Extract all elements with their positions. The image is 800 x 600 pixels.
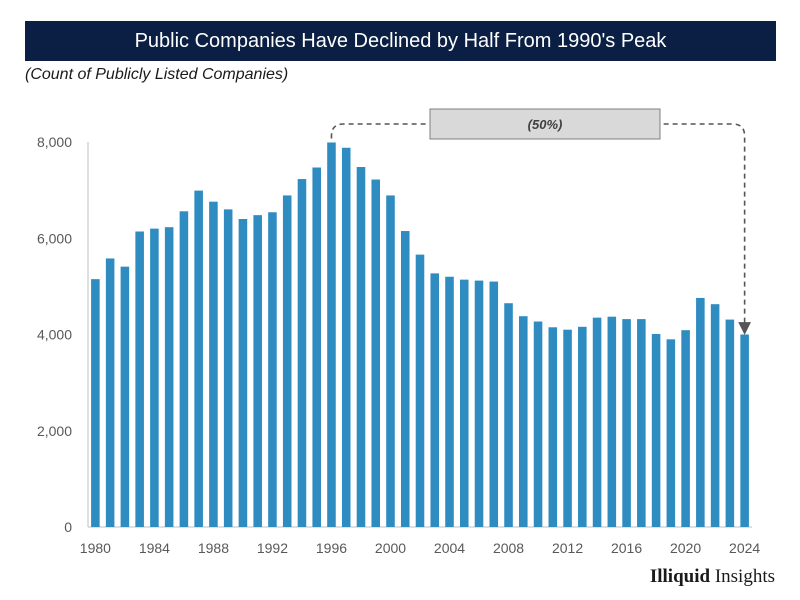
bar-1984 xyxy=(150,228,159,527)
bar-1986 xyxy=(179,211,189,528)
decline-callout-label: (50%) xyxy=(528,117,563,132)
chart-title: Public Companies Have Declined by Half F… xyxy=(134,29,667,52)
bar-2010 xyxy=(533,321,543,527)
x-tick-label: 1988 xyxy=(198,540,229,556)
x-tick-label: 2020 xyxy=(670,540,701,556)
decline-callout-box xyxy=(429,108,661,140)
bar-2008 xyxy=(504,303,513,527)
bar-2005 xyxy=(459,279,469,527)
bar-1995 xyxy=(312,167,321,527)
bar-1996 xyxy=(327,142,336,527)
bar-2002 xyxy=(415,254,425,528)
bar-2021 xyxy=(696,297,705,527)
x-tick-label: 2000 xyxy=(375,540,406,556)
bar-1981 xyxy=(105,258,115,527)
x-tick-label: 1996 xyxy=(316,540,347,556)
bar-2011 xyxy=(548,327,558,527)
bar-2018 xyxy=(651,334,661,527)
bar-2019 xyxy=(666,339,676,527)
bar-2015 xyxy=(607,316,617,527)
bar-1993 xyxy=(282,195,292,527)
bar-2006 xyxy=(474,280,484,527)
bar-1987 xyxy=(194,190,203,527)
x-tick-label: 1984 xyxy=(139,540,170,556)
bar-2024 xyxy=(740,334,749,527)
bar-1999 xyxy=(371,179,381,527)
bar-2020 xyxy=(681,330,690,527)
x-tick-label: 1992 xyxy=(257,540,288,556)
x-tick-label: 2016 xyxy=(611,540,642,556)
brand-part2: Insights xyxy=(714,566,775,587)
bar-2004 xyxy=(445,276,454,527)
y-tick-label: 4,000 xyxy=(37,327,72,343)
x-tick-label: 2024 xyxy=(729,540,760,556)
y-tick-label: 2,000 xyxy=(37,423,72,439)
x-tick-label: 2008 xyxy=(493,540,524,556)
bar-1985 xyxy=(164,227,174,527)
y-tick-label: 0 xyxy=(64,519,72,535)
bar-1983 xyxy=(135,231,144,527)
y-tick-label: 8,000 xyxy=(37,134,72,150)
y-tick-label: 6,000 xyxy=(37,230,72,246)
brand-part1: Illiquid xyxy=(649,566,711,587)
bar-2012 xyxy=(563,329,572,527)
bar-2013 xyxy=(578,326,587,527)
bar-2023 xyxy=(725,319,735,527)
bar-2009 xyxy=(519,316,528,527)
x-tick-label: 1980 xyxy=(80,540,111,556)
bar-2001 xyxy=(400,231,410,527)
bar-2017 xyxy=(637,319,646,527)
bar-2022 xyxy=(710,304,720,527)
bar-1990 xyxy=(238,219,248,527)
bar-1997 xyxy=(341,147,351,527)
bar-1982 xyxy=(120,266,130,527)
bar-1998 xyxy=(356,167,366,527)
bar-1994 xyxy=(297,179,307,527)
x-tick-label: 2004 xyxy=(434,540,465,556)
bar-1991 xyxy=(253,215,262,527)
x-tick-label: 2012 xyxy=(552,540,583,556)
chart-subtitle: (Count of Publicly Listed Companies) xyxy=(25,66,289,83)
title-banner: Public Companies Have Declined by Half F… xyxy=(25,21,776,61)
bar-1992 xyxy=(268,212,277,527)
bar-2003 xyxy=(430,273,440,527)
bar-2016 xyxy=(622,319,631,527)
bar-1989 xyxy=(223,209,233,527)
bar-2014 xyxy=(592,317,602,527)
bar-2000 xyxy=(386,195,395,527)
bar-1980 xyxy=(91,279,100,527)
bar-1988 xyxy=(209,201,218,528)
brand-logo: Illiquid Insights xyxy=(650,566,775,588)
bar-2007 xyxy=(489,281,499,527)
